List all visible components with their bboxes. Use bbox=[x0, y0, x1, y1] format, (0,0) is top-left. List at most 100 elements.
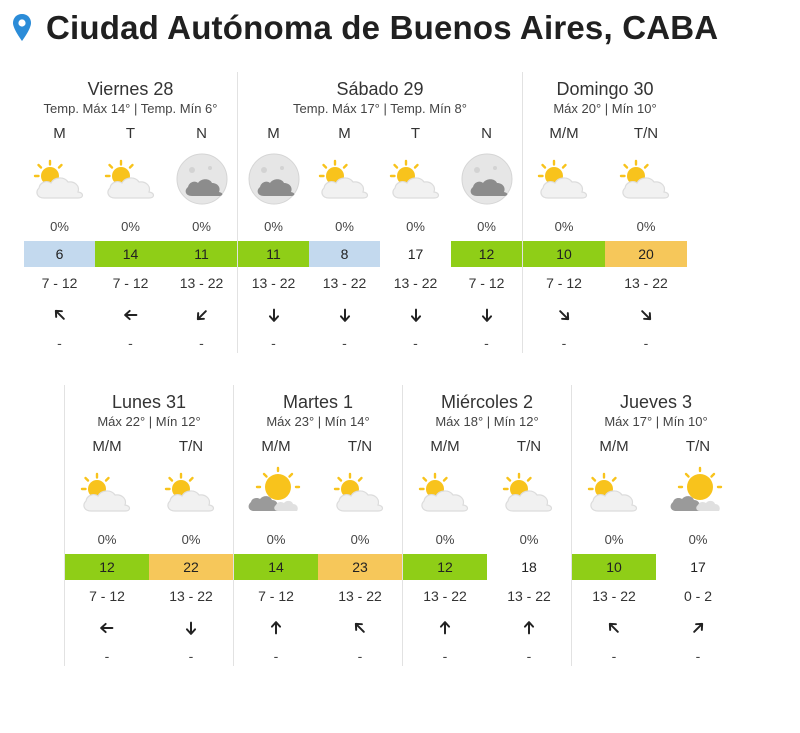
location-title: Ciudad Autónoma de Buenos Aires, CABA bbox=[46, 9, 719, 46]
time-slot: M/M 0% 10 7 - 12 - bbox=[523, 124, 605, 353]
arrow-down-icon bbox=[478, 301, 496, 329]
day-temps: Máx 18° | Mín 12° bbox=[435, 414, 539, 429]
time-slot: M 0% 8 13 - 22 - bbox=[309, 124, 380, 353]
slot-label: M/M bbox=[430, 438, 460, 455]
day-temps: Máx 22° | Mín 12° bbox=[97, 414, 201, 429]
day-name: Viernes 28 bbox=[87, 79, 174, 99]
gust-hours: 13 - 22 bbox=[507, 588, 551, 604]
wind-speed: 10 bbox=[572, 554, 656, 580]
day-temps: Temp. Máx 14° | Temp. Mín 6° bbox=[43, 101, 218, 116]
wind-speed: 6 bbox=[24, 241, 95, 267]
time-slots: M 0% 11 13 - 22 - M 0% 8 13 - 22 bbox=[238, 124, 522, 353]
extra-value: - bbox=[484, 335, 489, 351]
extra-value: - bbox=[104, 648, 110, 664]
wind-speed: 12 bbox=[65, 554, 149, 580]
extra-value: - bbox=[271, 335, 276, 351]
slot-label: T/N bbox=[633, 125, 659, 142]
wind-speed: 11 bbox=[166, 241, 237, 267]
sun-cloud-icon bbox=[159, 457, 223, 524]
sun-cloud-icon bbox=[75, 457, 139, 524]
arrow-down-left-icon bbox=[193, 301, 211, 329]
slot-label: M/M bbox=[92, 438, 122, 455]
sun-cloud-icon bbox=[99, 144, 163, 211]
moon-cloud-icon bbox=[170, 144, 234, 211]
arrow-up-icon bbox=[520, 614, 538, 642]
wind-speed: 12 bbox=[451, 241, 522, 267]
wind-speed: 12 bbox=[403, 554, 487, 580]
arrow-left-icon bbox=[122, 301, 140, 329]
day-column: Sábado 29 Temp. Máx 17° | Temp. Mín 8° M… bbox=[238, 72, 523, 353]
time-slot: M/M 0% 10 13 - 22 - bbox=[572, 437, 656, 666]
extra-value: - bbox=[342, 335, 347, 351]
wind-speed: 17 bbox=[690, 559, 706, 575]
forecast-row-2: Lunes 31 Máx 22° | Mín 12° M/M 0% 12 7 -… bbox=[64, 385, 740, 666]
slot-label: T bbox=[125, 125, 136, 142]
time-slot: M 0% 11 13 - 22 - bbox=[238, 124, 309, 353]
sun-gray-cloud-icon bbox=[666, 457, 730, 524]
wind-speed: 23 bbox=[318, 554, 402, 580]
precip-probability: 0% bbox=[264, 219, 283, 234]
extra-value: - bbox=[273, 648, 279, 664]
location-header: Ciudad Autónoma de Buenos Aires, CABA bbox=[12, 6, 718, 50]
wind-speed: 22 bbox=[149, 554, 233, 580]
sun-cloud-icon bbox=[413, 457, 477, 524]
location-pin-icon bbox=[13, 14, 31, 41]
wind-speed: 11 bbox=[238, 241, 309, 267]
time-slot: M/M 0% 12 13 - 22 - bbox=[403, 437, 487, 666]
day-temps: Temp. Máx 17° | Temp. Mín 8° bbox=[293, 101, 467, 116]
extra-value: - bbox=[128, 335, 133, 351]
arrow-down-right-icon bbox=[555, 301, 573, 329]
day-column: Miércoles 2 Máx 18° | Mín 12° M/M 0% 12 … bbox=[403, 385, 572, 666]
slot-label: M bbox=[53, 125, 66, 142]
time-slot: T 0% 14 7 - 12 - bbox=[95, 124, 166, 353]
extra-value: - bbox=[695, 648, 701, 664]
extra-value: - bbox=[413, 335, 418, 351]
gust-hours: 7 - 12 bbox=[41, 275, 78, 291]
arrow-down-icon bbox=[265, 301, 283, 329]
gust-hours: 7 - 12 bbox=[89, 588, 125, 604]
precip-probability: 0% bbox=[350, 532, 370, 547]
extra-value: - bbox=[561, 335, 567, 351]
slot-label: T/N bbox=[347, 438, 373, 455]
arrow-down-right-icon bbox=[637, 301, 655, 329]
slot-label: M/M bbox=[599, 438, 629, 455]
precip-probability: 0% bbox=[519, 532, 539, 547]
slot-label: T bbox=[410, 125, 421, 142]
sun-cloud-icon bbox=[384, 144, 448, 211]
extra-value: - bbox=[57, 335, 62, 351]
time-slots: M 0% 6 7 - 12 - T 0% 14 7 - 12 bbox=[24, 124, 237, 353]
day-column: Jueves 3 Máx 17° | Mín 10° M/M 0% 10 13 … bbox=[572, 385, 740, 666]
time-slot: T 0% 17 13 - 22 - bbox=[380, 124, 451, 353]
time-slots: M/M 0% 12 7 - 12 - T/N 0% 22 13 - 22 bbox=[65, 437, 233, 666]
time-slot: M/M 0% 14 7 - 12 - bbox=[234, 437, 318, 666]
arrow-down-icon bbox=[407, 301, 425, 329]
wind-speed: 17 bbox=[407, 246, 424, 262]
day-name: Jueves 3 bbox=[619, 392, 693, 412]
time-slots: M/M 0% 10 7 - 12 - T/N 0% 20 13 - 22 bbox=[523, 124, 687, 353]
day-temps: Máx 23° | Mín 14° bbox=[266, 414, 370, 429]
precip-probability: 0% bbox=[266, 532, 286, 547]
gust-hours: 0 - 2 bbox=[683, 588, 712, 604]
slot-label: N bbox=[196, 125, 207, 142]
precip-probability: 0% bbox=[121, 219, 140, 234]
precip-probability: 0% bbox=[335, 219, 354, 234]
gust-hours: 7 - 12 bbox=[258, 588, 294, 604]
precip-probability: 0% bbox=[181, 532, 201, 547]
arrow-left-icon bbox=[98, 614, 116, 642]
extra-value: - bbox=[442, 648, 448, 664]
day-column: Domingo 30 Máx 20° | Mín 10° M/M 0% 10 7… bbox=[523, 72, 687, 353]
gust-hours: 7 - 12 bbox=[546, 275, 582, 291]
sun-cloud-icon bbox=[614, 144, 678, 211]
sun-cloud-icon bbox=[313, 144, 377, 211]
slot-label: M/M bbox=[549, 125, 579, 142]
arrow-down-icon bbox=[182, 614, 200, 642]
gust-hours: 13 - 22 bbox=[169, 588, 213, 604]
time-slot: M/M 0% 12 7 - 12 - bbox=[65, 437, 149, 666]
time-slot: N 0% 12 7 - 12 - bbox=[451, 124, 522, 353]
day-name: Domingo 30 bbox=[556, 79, 654, 99]
slot-label: T/N bbox=[178, 438, 204, 455]
slot-label: M bbox=[338, 125, 351, 142]
day-name: Miércoles 2 bbox=[440, 392, 534, 412]
precip-probability: 0% bbox=[554, 219, 574, 234]
sun-gray-cloud-icon bbox=[244, 457, 308, 524]
